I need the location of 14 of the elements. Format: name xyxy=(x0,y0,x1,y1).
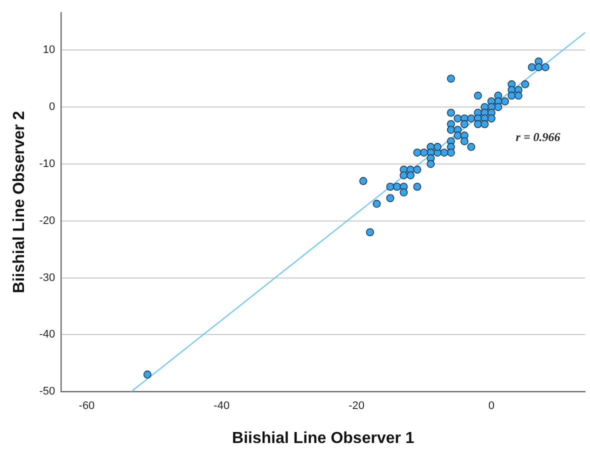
y-tick-label: -10 xyxy=(39,158,56,170)
x-tick-label: -40 xyxy=(214,400,230,412)
y-tick-label: -30 xyxy=(39,272,56,284)
y-axis-title: Biishial Line Observer 2 xyxy=(11,110,28,294)
y-tick-label: -20 xyxy=(39,214,56,227)
x-tick-label: 0 xyxy=(488,400,495,412)
y-tick-label: 0 xyxy=(48,101,56,114)
x-tick-label: -20 xyxy=(348,400,364,412)
y-tick-label: 10 xyxy=(42,44,56,56)
annotation: r = 0.966 xyxy=(516,130,560,144)
y-tick-label: -40 xyxy=(39,328,56,341)
x-axis-title: Biishial Line Observer 1 xyxy=(232,430,414,447)
x-tick-label: -60 xyxy=(78,400,95,412)
y-tick-label: -50 xyxy=(39,386,56,398)
